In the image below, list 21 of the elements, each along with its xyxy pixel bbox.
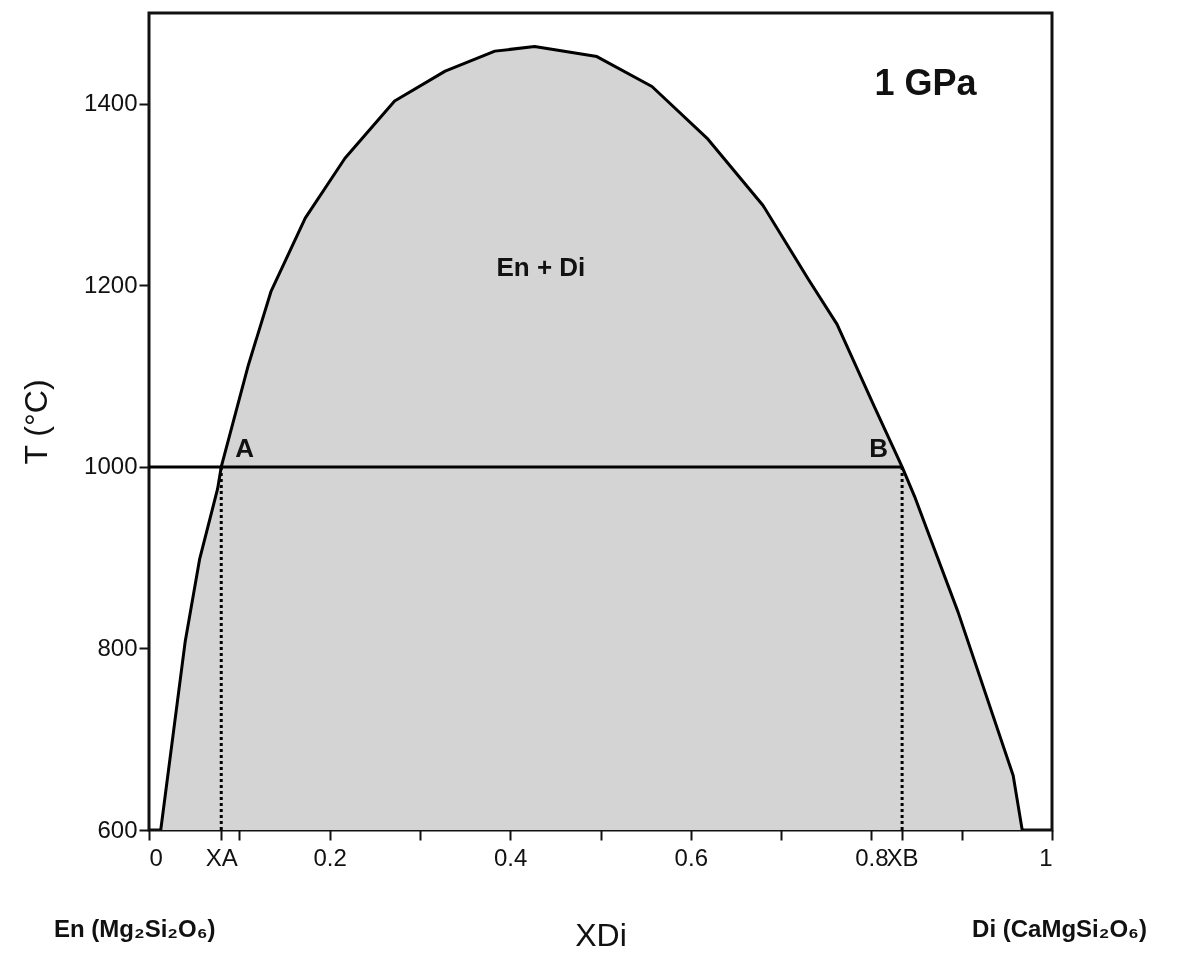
y-tick-label: 1200 [84, 270, 138, 298]
annotation: B [869, 432, 889, 463]
text: Di (CaMgSi₂O₆) [972, 915, 1147, 942]
annotation: 1 GPa [874, 61, 978, 103]
x-tick-label: 0 [149, 843, 163, 871]
text: En (Mg₂Si₂O₆) [54, 915, 216, 942]
y-tick-label: 1000 [84, 452, 138, 480]
x-tick-label: XA [205, 843, 238, 871]
y-tick-label: 600 [97, 815, 138, 843]
annotation: En + Di [496, 252, 586, 283]
x-tick-label: 0.2 [313, 843, 347, 871]
y-tick-label: 1400 [84, 89, 138, 117]
x-tick-label: 0.4 [494, 843, 528, 871]
x-axis-title: XDi [575, 916, 627, 953]
y-tick-label: 800 [97, 633, 138, 661]
x-tick-label: 0.6 [674, 843, 708, 871]
annotation: A [235, 432, 255, 463]
x-tick-label: 1 [1039, 843, 1053, 871]
x-tick-label: XB [886, 843, 919, 871]
x-tick-label: 0.8 [855, 843, 889, 871]
y-axis-title: T (°C) [18, 379, 55, 465]
